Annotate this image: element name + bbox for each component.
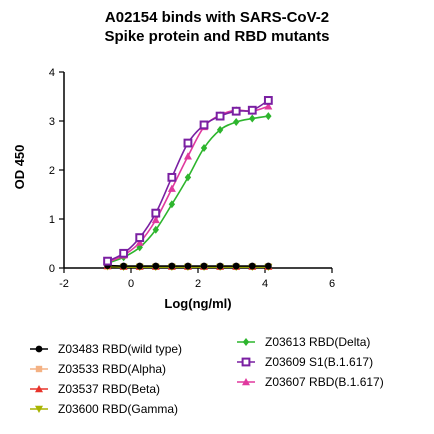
data-point [215, 111, 225, 121]
data-point [247, 105, 257, 115]
legend: Z03483 RBD(wild type) Z03533 RBD(Alpha) Z0… [30, 335, 384, 416]
x-tick-label: 2 [195, 278, 201, 290]
data-point [249, 114, 256, 123]
fit-curve-4 [107, 115, 269, 264]
data-point [216, 262, 224, 270]
fit-curve-6 [107, 105, 269, 263]
y-axis-label: OD 450 [12, 145, 27, 190]
y-tick-label: 1 [49, 214, 55, 226]
data-markers [103, 96, 273, 272]
legend-label: Z03533 RBD(Alpha) [58, 362, 166, 376]
legend-item: Z03607 RBD(B.1.617) [237, 375, 384, 389]
data-point [200, 143, 208, 152]
data-point [151, 208, 161, 218]
legend-item: Z03483 RBD(wild type) [30, 342, 182, 356]
y-tick-label: 2 [49, 165, 55, 177]
fit-curves [107, 99, 269, 268]
x-tick-label: 4 [262, 278, 268, 290]
data-point [264, 262, 272, 270]
axes: 0 1 2 3 4 -2 0 2 4 6 [49, 67, 335, 290]
data-point [263, 96, 273, 105]
data-point [200, 262, 208, 270]
data-point [184, 173, 192, 182]
data-point [183, 138, 193, 148]
legend-label: Z03483 RBD(wild type) [58, 342, 182, 356]
y-tick-label: 4 [49, 67, 55, 79]
data-point [152, 225, 159, 234]
x-tick-label: -2 [59, 278, 69, 290]
data-point [183, 152, 192, 160]
data-point [167, 172, 177, 182]
data-point [168, 200, 176, 209]
data-point [232, 262, 240, 270]
legend-label: Z03537 RBD(Beta) [58, 382, 160, 396]
legend-label: Z03607 RBD(B.1.617) [265, 375, 384, 389]
legend-item: Z03613 RBD(Delta) [237, 335, 370, 349]
legend-marker [35, 385, 43, 393]
data-point [152, 262, 160, 270]
x-tick-label: 6 [329, 278, 335, 290]
legend-marker [241, 357, 251, 367]
data-point [151, 215, 160, 224]
legend-marker [242, 338, 250, 346]
legend-marker [242, 378, 250, 386]
legend-item: Z03533 RBD(Alpha) [30, 362, 166, 376]
data-point [216, 125, 224, 134]
data-point [167, 184, 176, 192]
legend-label: Z03600 RBD(Gamma) [58, 402, 178, 416]
data-point [168, 262, 176, 270]
data-point [136, 262, 144, 270]
y-tick-label: 3 [49, 116, 55, 128]
legend-item: Z03609 S1(B.1.617) [237, 355, 373, 369]
chart-title: A02154 binds with SARS-CoV-2 Spike prote… [0, 8, 434, 46]
x-axis-label: Log(ng/ml) [164, 296, 231, 311]
data-point [135, 238, 144, 246]
chart-title-line2: Spike protein and RBD mutants [104, 28, 330, 45]
legend-marker [35, 365, 43, 373]
data-point [135, 233, 145, 243]
data-point [248, 262, 256, 270]
data-point [184, 262, 192, 270]
data-point [264, 102, 273, 110]
legend-item: Z03537 RBD(Beta) [30, 382, 160, 396]
chart-title-line1: A02154 binds with SARS-CoV-2 [104, 9, 330, 26]
legend-marker [35, 345, 43, 353]
data-point [199, 120, 209, 130]
data-point [119, 248, 129, 258]
data-point [103, 256, 112, 266]
legend-item: Z03600 RBD(Gamma) [30, 402, 178, 416]
data-point [232, 117, 240, 126]
x-tick-label: 0 [128, 278, 134, 290]
legend-label: Z03609 S1(B.1.617) [265, 355, 373, 369]
data-point [120, 262, 128, 270]
data-point [231, 106, 241, 116]
data-point [265, 112, 272, 121]
y-tick-label: 0 [49, 263, 55, 275]
legend-label: Z03613 RBD(Delta) [265, 335, 370, 349]
legend-marker [35, 405, 43, 413]
